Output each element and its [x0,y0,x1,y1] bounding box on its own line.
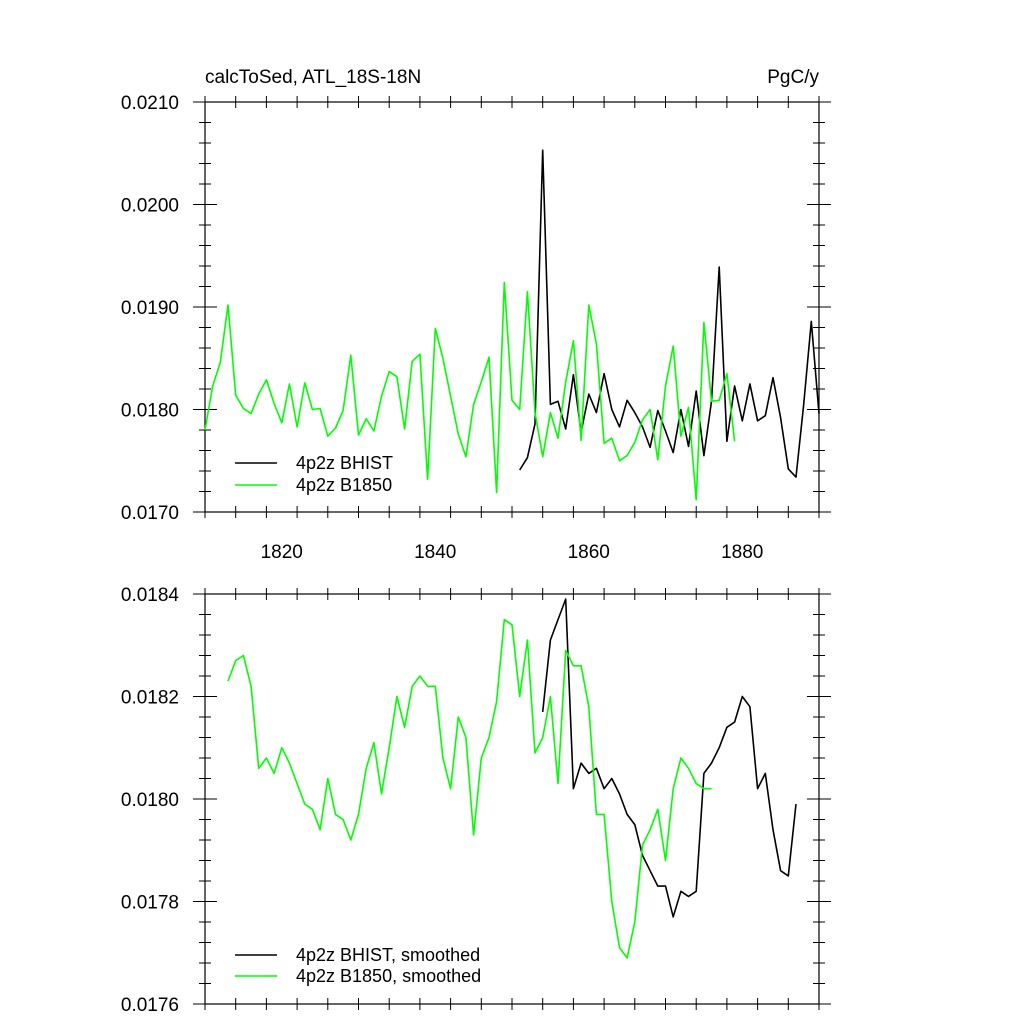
ytick-label: 0.0178 [121,893,179,914]
series-line-4p2z-b1850 [204,281,736,501]
chart-title: calcToSed, ATL_18S-18N [205,67,421,88]
plot-frame [204,593,820,1005]
ytick-label: 0.0210 [121,93,179,114]
xtick-label: 1880 [721,542,763,563]
ytick-label: 0.0184 [121,585,180,606]
legend-label: 4p2z BHIST [296,453,393,473]
series-line-4p2z-b1850-smoothed [227,618,712,959]
xtick-label: 1840 [414,542,456,563]
ytick-label: 0.0190 [121,298,179,319]
plot-frame [204,101,820,513]
ytick-label: 0.0200 [121,196,179,217]
bottom-panel: 0.0176 0.0178 0.0180 0.0182 0.0184 4p2z BHIST… [121,585,831,1016]
legend-label: 4p2z B1850, smoothed [296,966,481,986]
top-panel: 0.0170 0.0180 0.0190 0.0200 0.0210 1820 1840 18… [121,67,831,563]
units-label: PgC/y [767,67,819,88]
series-line-4p2z-bhist-smoothed [541,598,797,918]
ytick-label: 0.0170 [121,503,179,524]
legend-label: 4p2z B1850 [296,475,392,495]
ytick-label: 0.0176 [121,995,179,1016]
ytick-label: 0.0180 [121,790,179,811]
ytick-label: 0.0182 [121,688,179,709]
ytick-label: 0.0180 [121,401,179,422]
series-line-4p2z-bhist [519,149,820,478]
xtick-label: 1860 [568,542,610,563]
xtick-label: 1820 [261,542,303,563]
legend-label: 4p2z BHIST, smoothed [296,945,480,965]
